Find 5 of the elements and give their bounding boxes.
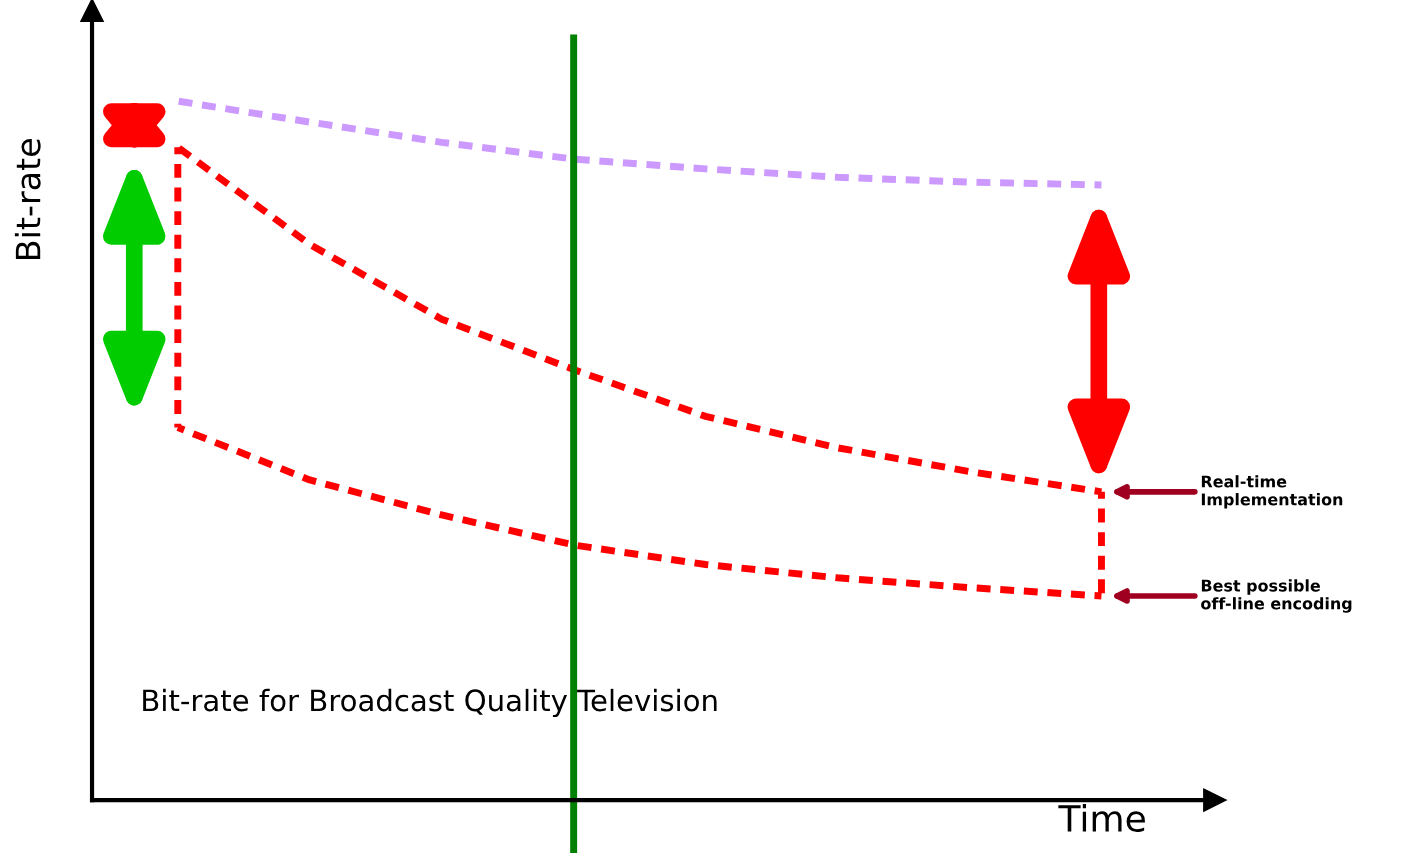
annotation: Real-time Implementation [1201, 475, 1343, 509]
x-axis-title: Time [1058, 804, 1145, 833]
annotation: Best possible off-line encoding [1201, 579, 1352, 613]
annotation: Bit-rate for Broadcast Quality Television [143, 688, 717, 718]
y-axis-title: Bit-rate [14, 139, 41, 259]
